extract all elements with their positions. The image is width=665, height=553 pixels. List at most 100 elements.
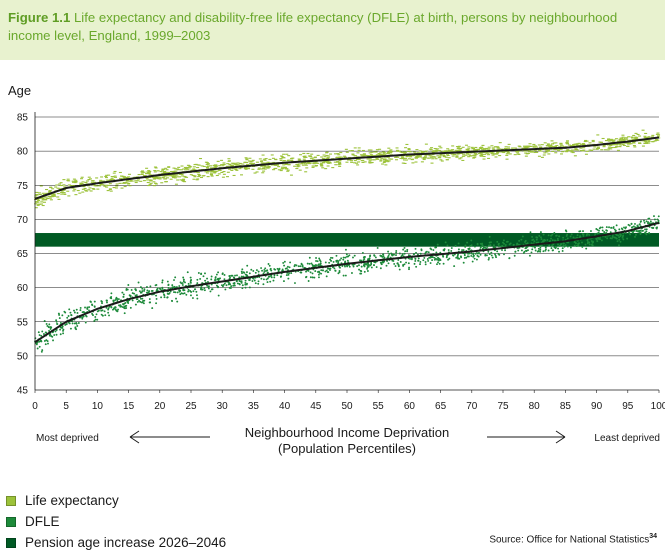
life-expectancy-point (505, 154, 509, 156)
life-expectancy-point (423, 151, 427, 153)
dfle-point (69, 327, 72, 330)
life-expectancy-point (445, 159, 449, 161)
life-expectancy-point (451, 149, 455, 151)
dfle-point (345, 253, 348, 256)
dfle-point (40, 334, 43, 337)
dfle-point (487, 250, 490, 253)
life-expectancy-point (167, 166, 171, 168)
life-expectancy-point (146, 171, 150, 173)
dfle-point (55, 333, 58, 336)
life-expectancy-point (71, 181, 75, 183)
dfle-point (390, 252, 393, 255)
life-expectancy-point (461, 159, 465, 161)
life-expectancy-point (42, 201, 46, 203)
dfle-point (557, 239, 560, 242)
dfle-point (55, 320, 58, 323)
dfle-point (610, 237, 613, 240)
life-expectancy-point (444, 150, 448, 152)
life-expectancy-point (176, 179, 180, 181)
dfle-point (470, 244, 473, 247)
dfle-point (533, 240, 536, 243)
legend-swatch-life-expectancy (6, 495, 16, 506)
dfle-point (539, 246, 542, 249)
dfle-point (457, 248, 460, 251)
life-expectancy-point (405, 143, 409, 146)
dfle-point (476, 242, 479, 245)
life-expectancy-point (498, 155, 502, 157)
dfle-point (236, 282, 239, 285)
life-expectancy-point (565, 151, 569, 153)
life-expectancy-point (611, 141, 615, 143)
life-expectancy-point (408, 155, 412, 157)
life-expectancy-point (87, 176, 91, 178)
dfle-point (189, 276, 192, 279)
dfle-point (489, 244, 492, 247)
life-expectancy-point (603, 149, 607, 151)
life-expectancy-point (479, 153, 483, 155)
life-expectancy-point (149, 180, 153, 182)
dfle-point (397, 259, 400, 261)
dfle-point (301, 265, 304, 268)
dfle-point (401, 254, 404, 257)
dfle-point (424, 263, 427, 266)
dfle-point (300, 262, 303, 265)
dfle-point (617, 234, 620, 237)
dfle-point (388, 253, 391, 255)
life-expectancy-point (37, 192, 41, 194)
dfle-point (554, 239, 556, 242)
dfle-point (270, 276, 273, 279)
life-expectancy-point (625, 137, 629, 139)
life-expectancy-point (100, 176, 104, 178)
dfle-point (317, 263, 320, 266)
life-expectancy-point (500, 151, 504, 153)
dfle-point (204, 272, 206, 275)
life-expectancy-point (402, 152, 406, 154)
dfle-point (206, 284, 209, 287)
life-expectancy-point (646, 142, 650, 144)
life-expectancy-point (395, 149, 399, 151)
life-expectancy-point (37, 197, 41, 200)
life-expectancy-point (172, 176, 176, 179)
life-expectancy-point (483, 148, 487, 150)
life-expectancy-point (47, 192, 51, 194)
dfle-point (476, 254, 479, 257)
life-expectancy-point (403, 159, 407, 161)
life-expectancy-point (420, 151, 424, 154)
life-expectancy-point (356, 152, 360, 154)
dfle-point (94, 316, 97, 318)
dfle-point (566, 237, 569, 240)
life-expectancy-point (487, 154, 491, 156)
dfle-point (319, 262, 322, 265)
life-expectancy-point (456, 148, 460, 150)
life-expectancy-point (338, 161, 342, 163)
dfle-point (143, 289, 146, 292)
life-expectancy-point (494, 156, 498, 158)
life-expectancy-point (249, 161, 253, 163)
life-expectancy-point (383, 158, 387, 160)
dfle-point (244, 286, 247, 289)
life-expectancy-point (50, 196, 54, 198)
life-expectancy-point (579, 149, 583, 152)
dfle-point (233, 282, 236, 284)
dfle-point (288, 266, 291, 269)
dfle-point (557, 247, 559, 250)
dfle-point (47, 326, 50, 329)
x-tick-label: 90 (591, 401, 603, 412)
life-expectancy-point (380, 157, 384, 159)
dfle-point (417, 257, 420, 260)
dfle-point (454, 245, 457, 247)
life-expectancy-point (122, 177, 126, 179)
dfle-point (284, 267, 287, 270)
life-expectancy-point (492, 148, 496, 150)
dfle-point (423, 256, 426, 259)
life-expectancy-point (389, 149, 393, 151)
life-expectancy-point (227, 158, 231, 160)
life-expectancy-point (178, 176, 182, 178)
dfle-point (107, 311, 110, 314)
dfle-point (316, 271, 319, 273)
life-expectancy-point (130, 180, 134, 182)
life-expectancy-point (439, 159, 443, 161)
dfle-point (375, 266, 378, 268)
life-expectancy-point (543, 142, 547, 144)
life-expectancy-point (585, 140, 589, 142)
